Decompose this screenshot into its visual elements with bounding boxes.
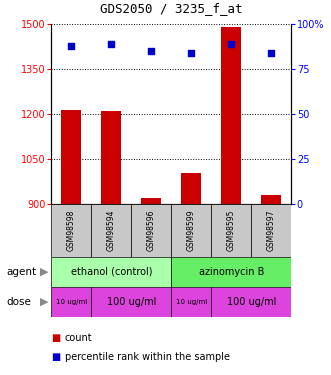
- Text: 10 ug/ml: 10 ug/ml: [176, 299, 207, 305]
- Text: ▶: ▶: [40, 297, 49, 307]
- Text: GSM98598: GSM98598: [67, 210, 76, 251]
- Point: [189, 50, 194, 56]
- Text: dose: dose: [7, 297, 31, 307]
- Text: azinomycin B: azinomycin B: [199, 267, 264, 277]
- Point: [229, 41, 234, 47]
- Bar: [211, 287, 291, 317]
- Bar: [211, 204, 251, 257]
- Bar: [171, 287, 211, 317]
- Point: [109, 41, 114, 47]
- Text: ■: ■: [51, 352, 61, 362]
- Bar: [61, 110, 81, 204]
- Bar: [171, 204, 211, 257]
- Bar: [51, 257, 171, 287]
- Text: GSM98595: GSM98595: [227, 210, 236, 251]
- Text: 10 ug/ml: 10 ug/ml: [56, 299, 87, 305]
- Text: GSM98596: GSM98596: [147, 210, 156, 251]
- Text: count: count: [65, 333, 92, 343]
- Bar: [51, 204, 91, 257]
- Point: [149, 48, 154, 54]
- Bar: [221, 27, 241, 204]
- Bar: [141, 198, 161, 204]
- Text: GSM98594: GSM98594: [107, 210, 116, 251]
- Text: 100 ug/ml: 100 ug/ml: [227, 297, 276, 307]
- Text: agent: agent: [7, 267, 37, 277]
- Bar: [251, 204, 291, 257]
- Point: [269, 50, 274, 56]
- Point: [69, 43, 74, 49]
- Text: GSM98599: GSM98599: [187, 210, 196, 251]
- Bar: [91, 287, 171, 317]
- Text: ethanol (control): ethanol (control): [71, 267, 152, 277]
- Bar: [51, 287, 91, 317]
- Bar: [131, 204, 171, 257]
- Text: 100 ug/ml: 100 ug/ml: [107, 297, 156, 307]
- Bar: [171, 257, 291, 287]
- Text: GSM98597: GSM98597: [267, 210, 276, 251]
- Text: ■: ■: [51, 333, 61, 343]
- Bar: [101, 111, 121, 204]
- Bar: [261, 195, 281, 204]
- Text: GDS2050 / 3235_f_at: GDS2050 / 3235_f_at: [100, 2, 243, 15]
- Bar: [181, 173, 201, 204]
- Text: percentile rank within the sample: percentile rank within the sample: [65, 352, 229, 362]
- Bar: [91, 204, 131, 257]
- Text: ▶: ▶: [40, 267, 49, 277]
